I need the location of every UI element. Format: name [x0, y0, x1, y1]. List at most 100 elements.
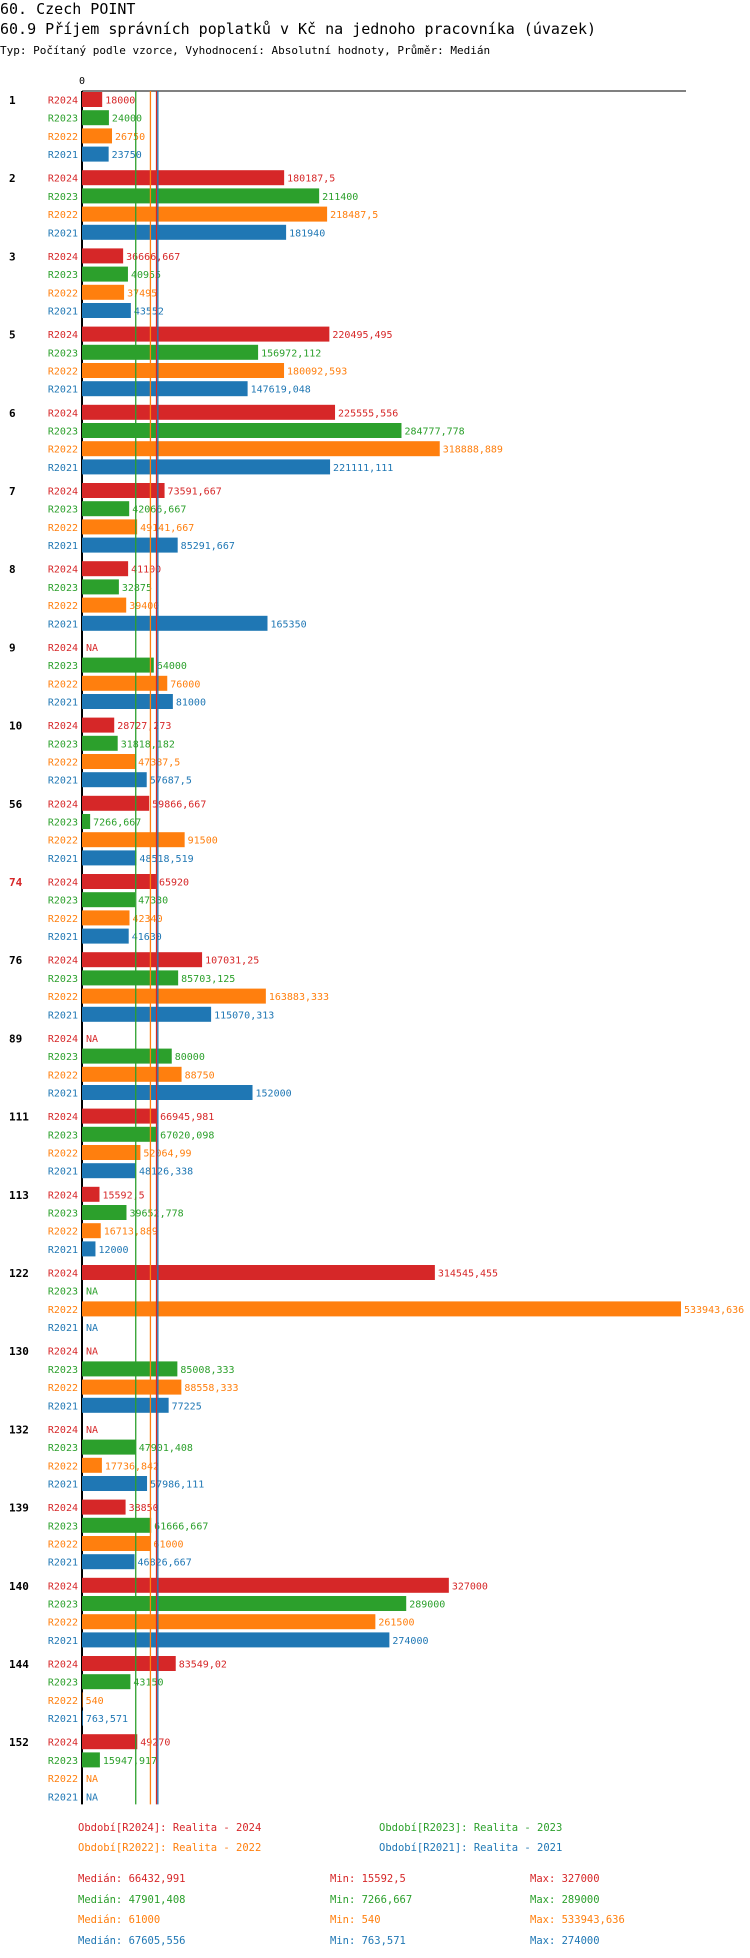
series-row-label: R2021 — [48, 854, 78, 865]
data-label: NA — [86, 1287, 98, 1298]
bar-R2022 — [82, 1692, 83, 1708]
bar-R2023 — [82, 266, 128, 282]
data-label: 59866,667 — [152, 799, 206, 810]
data-label: 88558,333 — [184, 1383, 238, 1394]
series-row-label: R2022 — [48, 1540, 78, 1551]
stat-max: Max: 274000 — [530, 1934, 600, 1947]
data-label: 64000 — [157, 661, 187, 672]
bar-R2022 — [82, 675, 168, 691]
stat-min: Min: 15592,5 — [330, 1873, 406, 1885]
category-label: 56 — [9, 798, 23, 811]
bar-R2021 — [82, 381, 248, 397]
series-row-label: R2024 — [48, 408, 78, 419]
bar-R2024 — [82, 170, 285, 186]
series-row-label: R2024 — [48, 721, 78, 732]
data-label: 289000 — [409, 1600, 445, 1611]
series-row-label: R2024 — [48, 1112, 78, 1123]
series-row-label: R2024 — [48, 252, 78, 263]
data-label: 220495,495 — [332, 330, 392, 341]
series-row-label: R2024 — [48, 1660, 78, 1671]
data-label: NA — [86, 1425, 98, 1436]
stat-max: Max: 533943,636 — [530, 1914, 625, 1926]
bar-R2023 — [82, 970, 179, 986]
series-row-label: R2021 — [48, 385, 78, 396]
bar-R2023 — [82, 892, 136, 908]
series-row-label: R2023 — [48, 661, 78, 672]
data-label: 17736,842 — [105, 1461, 159, 1472]
series-row-label: R2024 — [48, 1503, 78, 1514]
bar-R2021 — [82, 146, 109, 162]
data-label: 42066,667 — [132, 505, 186, 516]
data-label: 48518,519 — [139, 854, 193, 865]
data-label: 327000 — [452, 1581, 488, 1592]
data-label: 180187,5 — [287, 174, 335, 185]
bar-R2023 — [82, 1048, 172, 1064]
series-row-label: R2024 — [48, 1425, 78, 1436]
bar-R2021 — [82, 1006, 212, 1022]
bar-R2024 — [82, 404, 336, 420]
bar-R2023 — [82, 1439, 136, 1455]
data-label: 73591,667 — [168, 487, 222, 498]
data-label: 28727,273 — [117, 721, 171, 732]
series-row-label: R2021 — [48, 1167, 78, 1178]
series-row-label: R2023 — [48, 739, 78, 750]
data-label: 181940 — [289, 228, 325, 239]
series-row-label: R2024 — [48, 643, 78, 654]
bar-R2022 — [82, 597, 127, 613]
data-label: 80000 — [175, 1052, 205, 1063]
data-label: 540 — [86, 1696, 104, 1707]
category-label: 76 — [9, 954, 23, 967]
page-title: 60. Czech POINT — [0, 0, 136, 18]
bar-R2021 — [82, 459, 331, 475]
legend-entry-R2022: Období[R2022]: Realita - 2022 — [78, 1842, 262, 1854]
data-label: 47387,5 — [138, 758, 180, 769]
series-row-label: R2022 — [48, 445, 78, 456]
series-row-label: R2022 — [48, 367, 78, 378]
data-label: 85008,333 — [180, 1365, 234, 1376]
series-row-label: R2021 — [48, 463, 78, 474]
series-row-label: R2022 — [48, 1618, 78, 1629]
series-row-label: R2024 — [48, 174, 78, 185]
bar-R2022 — [82, 1301, 681, 1317]
bar-R2022 — [82, 1457, 102, 1473]
data-label: 85703,125 — [181, 974, 235, 985]
data-label: 48126,338 — [139, 1167, 193, 1178]
series-row-label: R2024 — [48, 1347, 78, 1358]
category-label: 113 — [9, 1189, 29, 1202]
data-label: 42340 — [132, 914, 162, 925]
bar-R2021 — [82, 537, 178, 553]
bar-R2023 — [82, 188, 320, 204]
series-row-label: R2023 — [48, 1365, 78, 1376]
stat-median: Medián: 67605,556 — [78, 1934, 186, 1947]
data-label: 91500 — [188, 836, 218, 847]
bar-R2023 — [82, 423, 402, 438]
data-label: 61666,667 — [154, 1521, 208, 1532]
data-label: 57687,5 — [150, 776, 192, 787]
bar-R2022 — [82, 754, 136, 769]
data-label: 314545,455 — [438, 1269, 498, 1280]
series-row-label: R2021 — [48, 1010, 78, 1021]
data-label: 16713,889 — [104, 1227, 158, 1238]
bar-R2023 — [82, 1205, 127, 1220]
data-label: 107031,25 — [205, 956, 259, 967]
data-label: 218487,5 — [330, 210, 378, 221]
category-label: 130 — [9, 1345, 29, 1358]
data-label: 115070,313 — [214, 1010, 274, 1021]
stat-median: Medián: 61000 — [78, 1914, 161, 1926]
bar-R2024 — [82, 717, 115, 733]
data-label: 65920 — [159, 878, 189, 889]
bar-R2021 — [82, 1710, 83, 1726]
series-row-label: R2022 — [48, 601, 78, 612]
series-row-label: R2021 — [48, 150, 78, 161]
series-row-label: R2021 — [48, 541, 78, 552]
series-row-label: R2023 — [48, 1756, 78, 1767]
series-row-label: R2023 — [48, 348, 78, 359]
bar-R2023 — [82, 501, 130, 517]
bar-R2021 — [82, 694, 173, 709]
category-label: 122 — [9, 1267, 29, 1280]
stat-median: Medián: 66432,991 — [78, 1873, 186, 1885]
data-label: 77225 — [172, 1401, 202, 1412]
data-label: NA — [86, 1323, 98, 1334]
data-label: 76000 — [170, 679, 200, 690]
bar-R2021 — [82, 1632, 390, 1648]
